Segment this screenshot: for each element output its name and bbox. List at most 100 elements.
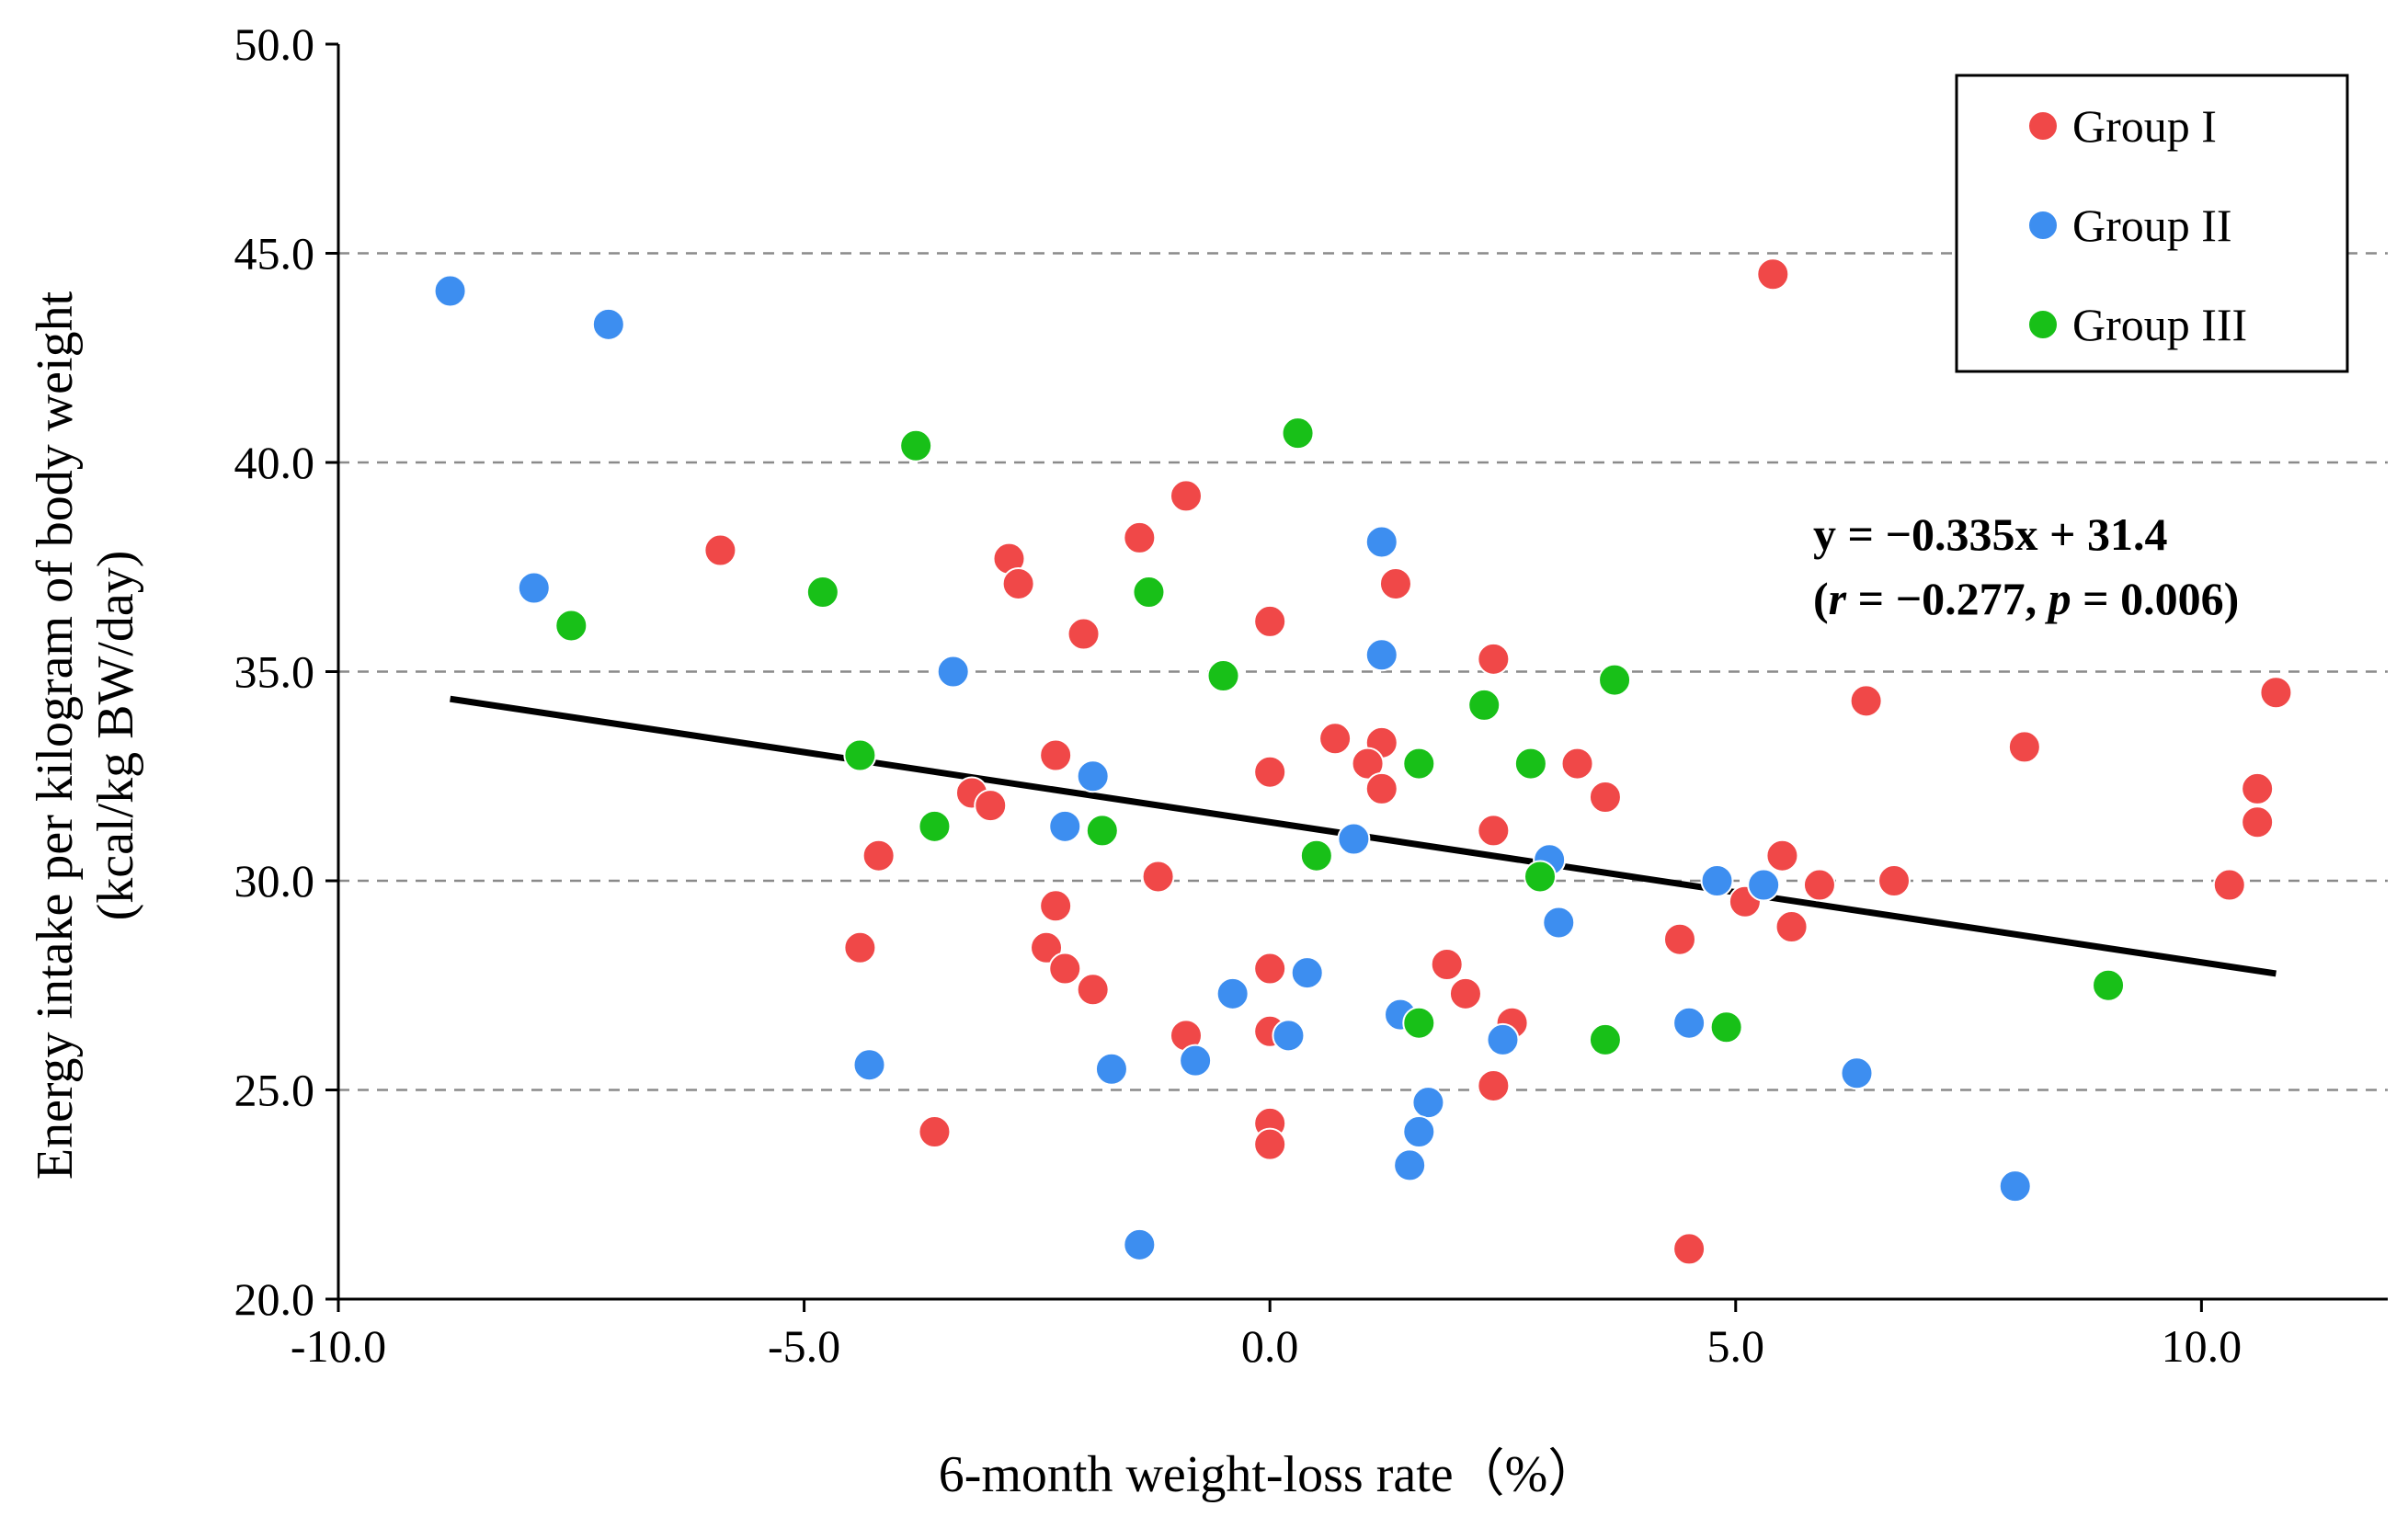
point-group-1-6: [1253, 604, 1287, 638]
point-group-3-1: [1281, 416, 1315, 451]
point-group-1-14: [1588, 781, 1622, 814]
regression-stats: (r = −0.277, p = 0.006): [1813, 573, 2239, 624]
regression-equation: y = −0.335x + 31.4: [1813, 508, 2167, 560]
point-group-1-34: [1253, 1127, 1287, 1161]
point-group-3-6: [1598, 663, 1632, 697]
y-tick-label-1: 25.0: [234, 1065, 315, 1116]
point-group-2-0: [433, 274, 467, 308]
y-axis-title-line-1: Energy intake per kilogram of body weigh…: [27, 291, 84, 1180]
point-group-1-42: [1877, 864, 1912, 897]
point-group-1-43: [1849, 684, 1883, 718]
point-group-1-45: [1756, 257, 1790, 291]
point-group-2-22: [1840, 1056, 1874, 1090]
point-group-1-21: [1253, 755, 1287, 789]
y-tick-label-2: 30.0: [234, 855, 315, 907]
point-group-3-7: [1467, 688, 1501, 722]
point-group-1-35: [918, 1115, 952, 1148]
point-group-2-2: [517, 571, 551, 605]
y-tick-label-4: 40.0: [234, 437, 315, 488]
point-group-2-5: [1364, 638, 1398, 672]
point-group-3-5: [1206, 659, 1240, 693]
point-group-1-22: [843, 930, 877, 964]
point-group-1-49: [2212, 868, 2246, 902]
p-value: 0.006: [2120, 573, 2224, 624]
point-group-2-23: [1411, 1086, 1445, 1120]
point-group-1-41: [1802, 868, 1836, 902]
point-group-1-4: [1169, 479, 1203, 513]
legend-marker-group-2: [2027, 210, 2059, 241]
x-tick-label-2: 0.0: [1241, 1320, 1299, 1372]
point-group-2-21: [1672, 1006, 1706, 1040]
y-axis-title: Energy intake per kilogram of body weigh…: [27, 291, 144, 1180]
point-group-2-15: [852, 1048, 886, 1082]
point-group-3-13: [1299, 838, 1333, 873]
legend-marker-group-3: [2027, 309, 2059, 340]
point-group-1-16: [1039, 738, 1073, 772]
point-group-2-18: [1272, 1019, 1306, 1053]
point-group-3-3: [554, 609, 588, 643]
point-group-2-7: [1048, 809, 1082, 843]
point-group-1-36: [1477, 1068, 1511, 1102]
point-group-3-15: [1402, 1006, 1436, 1040]
point-group-2-25: [1393, 1148, 1427, 1182]
point-group-2-3: [936, 655, 970, 689]
y-axis-title-line-2: (kcal/kg BW/day): [87, 551, 144, 921]
point-group-2-16: [1094, 1052, 1128, 1086]
point-group-1-2: [1001, 566, 1035, 600]
point-group-2-27: [1998, 1169, 2032, 1203]
y-tick-label-5: 45.0: [234, 228, 315, 279]
x-tick-label-0: -10.0: [291, 1320, 386, 1372]
point-group-3-4: [1132, 576, 1166, 610]
point-group-1-3: [1123, 520, 1157, 554]
data-points: [433, 257, 2293, 1266]
point-group-2-14: [1215, 976, 1250, 1010]
point-group-2-26: [1123, 1227, 1157, 1261]
point-group-3-8: [843, 738, 877, 772]
point-group-1-37: [1662, 922, 1696, 956]
point-group-1-11: [1351, 747, 1385, 781]
point-group-1-26: [1076, 973, 1110, 1007]
x-tick-label-1: -5.0: [768, 1320, 840, 1372]
point-group-2-10: [1542, 906, 1576, 940]
point-group-1-9: [1318, 722, 1352, 756]
point-group-1-8: [1477, 642, 1511, 676]
point-group-1-50: [1672, 1232, 1706, 1266]
point-group-1-0: [703, 533, 737, 567]
point-group-3-14: [1524, 860, 1558, 894]
point-group-1-44: [2007, 730, 2041, 764]
point-group-2-1: [591, 307, 625, 341]
point-group-2-17: [1179, 1044, 1213, 1078]
point-group-2-20: [1486, 1022, 1520, 1056]
point-group-2-24: [1402, 1115, 1436, 1148]
point-group-2-13: [1290, 956, 1324, 990]
x-tick-label-3: 5.0: [1707, 1320, 1765, 1372]
legend: Group I Group II Group III: [1955, 74, 2349, 373]
point-group-2-6: [1076, 759, 1110, 793]
point-group-3-2: [805, 576, 839, 610]
point-group-1-20: [1141, 860, 1175, 894]
point-group-2-12: [1747, 868, 1781, 902]
point-group-1-24: [1030, 930, 1064, 964]
point-group-3-9: [1402, 747, 1436, 781]
point-group-1-7: [1378, 566, 1412, 600]
point-group-1-46: [2259, 676, 2293, 710]
point-group-1-29: [1448, 976, 1482, 1010]
point-group-1-19: [862, 838, 896, 873]
point-group-3-18: [2092, 968, 2126, 1002]
point-group-1-18: [974, 789, 1008, 823]
point-group-1-25: [1048, 952, 1082, 986]
x-axis-title: 6-month weight-loss rate（%）: [939, 1446, 1600, 1503]
point-group-1-48: [2241, 805, 2275, 839]
point-group-1-47: [2241, 771, 2275, 805]
point-group-1-28: [1430, 948, 1464, 981]
point-group-3-0: [899, 428, 933, 462]
point-group-3-11: [918, 809, 952, 843]
point-group-3-12: [1085, 814, 1119, 848]
legend-label-group-3: Group III: [2072, 299, 2247, 350]
point-group-1-5: [1067, 617, 1101, 651]
y-tick-label-3: 35.0: [234, 646, 315, 698]
point-group-1-27: [1253, 952, 1287, 986]
point-group-1-39: [1775, 910, 1809, 944]
